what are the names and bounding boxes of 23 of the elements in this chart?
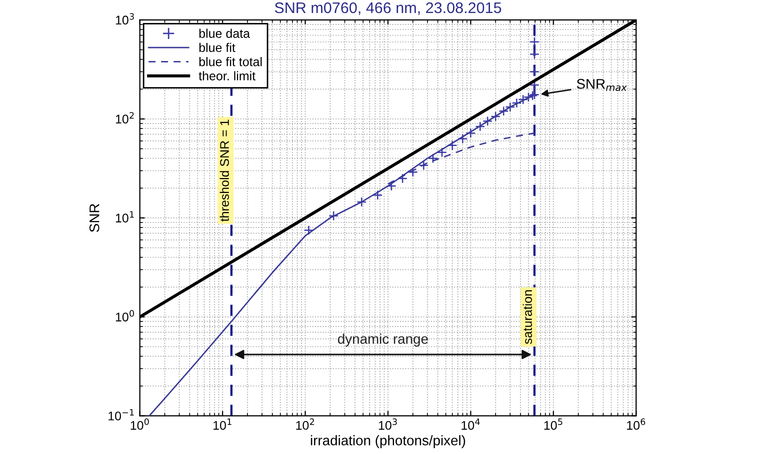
chart-title: SNR m0760, 466 nm, 23.08.2015 (274, 2, 502, 15)
x-tick-label: 10$^{6}$ (627, 418, 646, 430)
x-tick-label: 10$^{5}$ (544, 418, 562, 430)
y-tick-label: 10$^{−1}$ (108, 409, 134, 420)
x-tick-label: 10$^{3}$ (378, 418, 397, 430)
y-tick-label: 10$^{2}$ (116, 112, 134, 124)
y-tick-label: 10$^{0}$ (116, 310, 134, 322)
y-axis-title: SNR (89, 204, 100, 232)
annotation: dynamic range (338, 334, 428, 347)
legend-label: blue data (199, 28, 250, 38)
x-tick-label: 10$^{4}$ (462, 418, 480, 430)
ref-line-label: saturation (522, 290, 532, 344)
legend-label: blue fit total (199, 57, 262, 66)
x-tick-label: 10$^{0}$ (130, 418, 149, 430)
annotation: SNR$_{max}$ (576, 78, 627, 92)
legend-label: theor. limit (198, 71, 256, 80)
y-tick-label: 10$^{1}$ (116, 211, 134, 222)
x-tick-label: 10$^{2}$ (296, 418, 314, 430)
x-axis-title: irradiation (photons/pixel) (310, 435, 466, 448)
annotation: threshold SNR = 1 (220, 120, 229, 222)
x-tick-label: 10$^{1}$ (214, 418, 232, 430)
legend-label: blue fit (199, 42, 236, 52)
y-tick-label: 10$^{3}$ (116, 13, 134, 25)
